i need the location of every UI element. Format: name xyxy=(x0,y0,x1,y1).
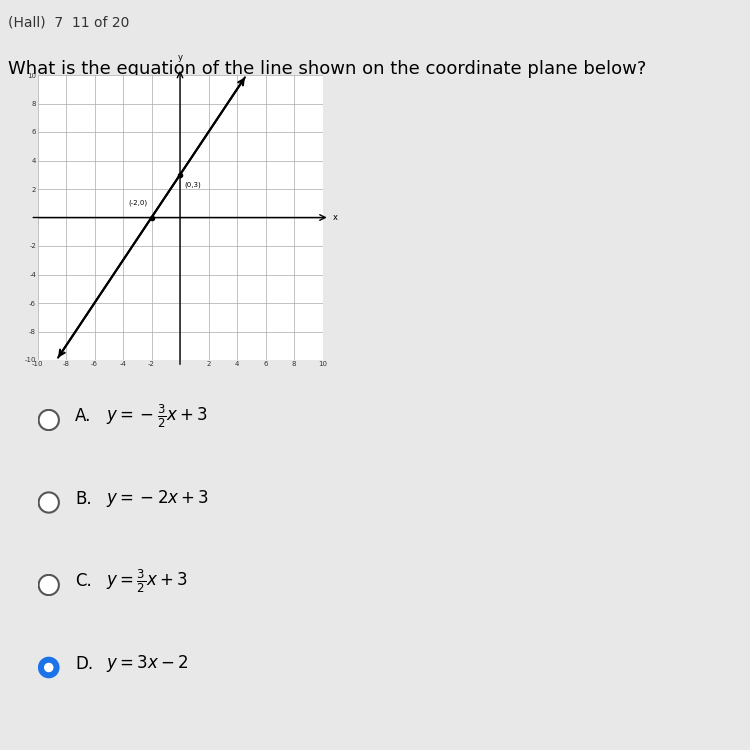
Text: B.: B. xyxy=(75,490,92,508)
Text: $y = 3x - 2$: $y = 3x - 2$ xyxy=(106,653,189,674)
Circle shape xyxy=(39,493,58,513)
Text: A.: A. xyxy=(75,407,92,425)
Text: D.: D. xyxy=(75,655,93,673)
Text: $y = -2x + 3$: $y = -2x + 3$ xyxy=(106,488,210,509)
Circle shape xyxy=(39,574,58,596)
Text: (-2,0): (-2,0) xyxy=(128,200,147,206)
Text: x: x xyxy=(332,213,338,222)
Text: C.: C. xyxy=(75,572,92,590)
Circle shape xyxy=(45,664,53,671)
Text: (Hall)  7  11 of 20: (Hall) 7 11 of 20 xyxy=(8,16,129,29)
Text: y: y xyxy=(178,53,182,62)
Circle shape xyxy=(39,410,58,430)
Text: (0,3): (0,3) xyxy=(184,182,201,188)
Circle shape xyxy=(39,657,58,678)
Text: $y = \frac{3}{2}x + 3$: $y = \frac{3}{2}x + 3$ xyxy=(106,568,188,595)
Text: What is the equation of the line shown on the coordinate plane below?: What is the equation of the line shown o… xyxy=(8,60,646,78)
Text: $y = -\frac{3}{2}x + 3$: $y = -\frac{3}{2}x + 3$ xyxy=(106,403,208,430)
